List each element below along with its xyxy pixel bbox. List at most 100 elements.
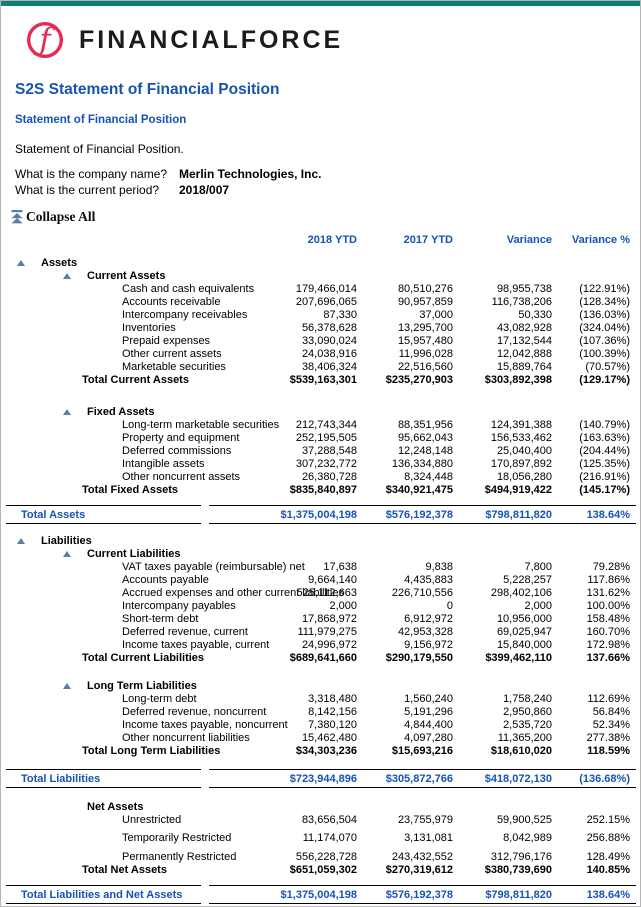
table-row: Short-term debt 17,868,972 6,912,972 10,956… <box>1 612 640 625</box>
collapse-triangle-icon[interactable] <box>63 408 71 415</box>
value-cell: 252.15% <box>586 813 630 826</box>
row-label: Assets <box>41 256 78 269</box>
value-cell: 33,090,024 <box>301 334 357 347</box>
table-header-row: 2018 YTD 2017 YTD Variance Variance % <box>1 233 640 246</box>
value-cell: $539,163,301 <box>289 373 357 386</box>
value-cell: 5,191,296 <box>404 705 453 718</box>
value-cell: 0 <box>446 599 453 612</box>
table-row: Permanently Restricted 556,228,728 243,432… <box>1 850 640 863</box>
value-cell: $418,072,130 <box>484 772 552 785</box>
report-table-body: Assets Current Assets Cash and cash equiva… <box>1 256 640 904</box>
row-label: Liabilities <box>41 534 92 547</box>
svg-text:ƒ: ƒ <box>33 22 56 58</box>
subtotal-row: Total Current Assets $539,163,301 $235,270… <box>1 373 640 386</box>
value-cell: 158.48% <box>586 612 630 625</box>
value-cell: 12,042,888 <box>496 347 552 360</box>
report-name-link[interactable]: Statement of Financial Position <box>15 114 187 126</box>
brand-logo: ƒ FINANCIALFORCE <box>25 19 640 61</box>
collapse-triangle-icon[interactable] <box>63 272 71 279</box>
grandtotal-row: Total Liabilities and Net Assets $1,375,0… <box>6 885 640 904</box>
table-row: Intercompany receivables 87,330 37,000 50,3… <box>1 308 640 321</box>
value-cell: $15,693,216 <box>391 744 453 757</box>
value-cell: 298,402,106 <box>490 586 552 599</box>
value-cell: (128.34%) <box>579 295 630 308</box>
collapse-all-label: Collapse All <box>26 208 96 224</box>
value-cell: 11,365,200 <box>497 731 552 744</box>
table-row: Other noncurrent liabilities 15,462,480 4,… <box>1 731 640 744</box>
value-cell: $380,739,690 <box>484 863 552 876</box>
value-cell: 24,038,916 <box>301 347 357 360</box>
value-cell: 95,662,043 <box>397 431 453 444</box>
subsection-row: Current Liabilities <box>1 547 640 560</box>
table-row: Intercompany payables 2,000 0 2,000 100.00% <box>1 599 640 612</box>
collapse-triangle-icon[interactable] <box>63 682 71 689</box>
value-cell: (122.91%) <box>579 282 630 295</box>
value-cell: (163.63%) <box>579 431 630 444</box>
row-label: Long-term debt <box>122 692 197 705</box>
spacer <box>1 757 640 769</box>
value-cell: 11,174,070 <box>302 831 357 844</box>
subsection-row: Long Term Liabilities <box>1 679 640 692</box>
row-label: Temporarily Restricted <box>122 831 232 844</box>
row-values: $1,375,004,198 $576,192,378 $798,811,820 13… <box>209 505 636 524</box>
table-row: Accounts receivable 207,696,065 90,957,859… <box>1 295 640 308</box>
row-label: Deferred revenue, current <box>122 625 248 638</box>
subtotal-row: Total Net Assets $651,059,302 $270,319,612… <box>1 863 640 876</box>
value-cell: 17,132,544 <box>496 334 552 347</box>
table-row: Income taxes payable, current 24,996,972 9… <box>1 638 640 651</box>
collapse-triangle-icon[interactable] <box>17 537 25 544</box>
value-cell: 207,696,065 <box>295 295 357 308</box>
value-cell: 59,900,525 <box>496 813 552 826</box>
row-label: Long-term marketable securities <box>122 418 280 431</box>
table-row: Accrued expenses and other current liabi… <box>1 586 640 599</box>
value-cell: (100.39%) <box>579 347 630 360</box>
value-cell: 156,533,462 <box>490 431 552 444</box>
value-cell: 13,295,700 <box>397 321 453 334</box>
collapse-all-button[interactable]: Collapse All <box>11 208 640 225</box>
collapse-triangle-icon[interactable] <box>63 550 71 557</box>
column-header-2017-ytd: 2017 YTD <box>403 233 453 246</box>
table-row: Temporarily Restricted 11,174,070 3,131,08… <box>1 831 640 844</box>
value-cell: 88,351,956 <box>397 418 453 431</box>
collapse-triangle-icon[interactable] <box>17 259 25 266</box>
value-cell: (136.68%) <box>579 772 630 785</box>
value-cell: 79.28% <box>592 560 630 573</box>
row-label: Current Liabilities <box>87 547 181 560</box>
value-cell: 212,743,344 <box>295 418 357 431</box>
value-cell: $576,192,378 <box>385 888 453 901</box>
value-cell: 4,844,400 <box>404 718 453 731</box>
value-cell: 7,800 <box>524 560 552 573</box>
value-cell: 11,996,028 <box>398 347 453 360</box>
value-cell: 1,560,240 <box>404 692 453 705</box>
spacer <box>1 664 640 679</box>
row-label: Income taxes payable, noncurrent <box>122 718 288 731</box>
value-cell: 116,738,206 <box>491 295 552 308</box>
row-label: Total Liabilities <box>6 769 201 788</box>
row-values: $723,944,896 $305,872,766 $418,072,130 (136… <box>209 769 636 788</box>
value-cell: 4,435,883 <box>404 573 453 586</box>
value-cell: $34,303,236 <box>295 744 357 757</box>
row-label: Unrestricted <box>122 813 182 826</box>
value-cell: 137.66% <box>586 651 630 664</box>
row-label: Accrued expenses and other current liabi… <box>122 586 344 599</box>
value-cell: 312,796,176 <box>490 850 552 863</box>
value-cell: $1,375,004,198 <box>280 508 357 521</box>
value-cell: 5,228,257 <box>503 573 552 586</box>
table-row: Unrestricted 83,656,504 23,755,979 59,900,5… <box>1 813 640 826</box>
value-cell: 10,956,000 <box>496 612 552 625</box>
value-cell: 256.88% <box>586 831 630 844</box>
value-cell: 37,288,548 <box>301 444 357 457</box>
row-label: Total Assets <box>6 505 201 524</box>
value-cell: 277.38% <box>586 731 630 744</box>
value-cell: 179,466,014 <box>295 282 357 295</box>
value-cell: $340,921,475 <box>385 483 453 496</box>
value-cell: 252,195,505 <box>295 431 357 444</box>
value-cell: $723,944,896 <box>289 772 357 785</box>
value-cell: 8,142,156 <box>308 705 357 718</box>
report-description: Statement of Financial Position. <box>15 142 184 156</box>
value-cell: (129.17%) <box>579 373 630 386</box>
value-cell: 26,380,728 <box>301 470 357 483</box>
value-cell: 124,391,388 <box>490 418 552 431</box>
row-label: Intercompany payables <box>122 599 236 612</box>
